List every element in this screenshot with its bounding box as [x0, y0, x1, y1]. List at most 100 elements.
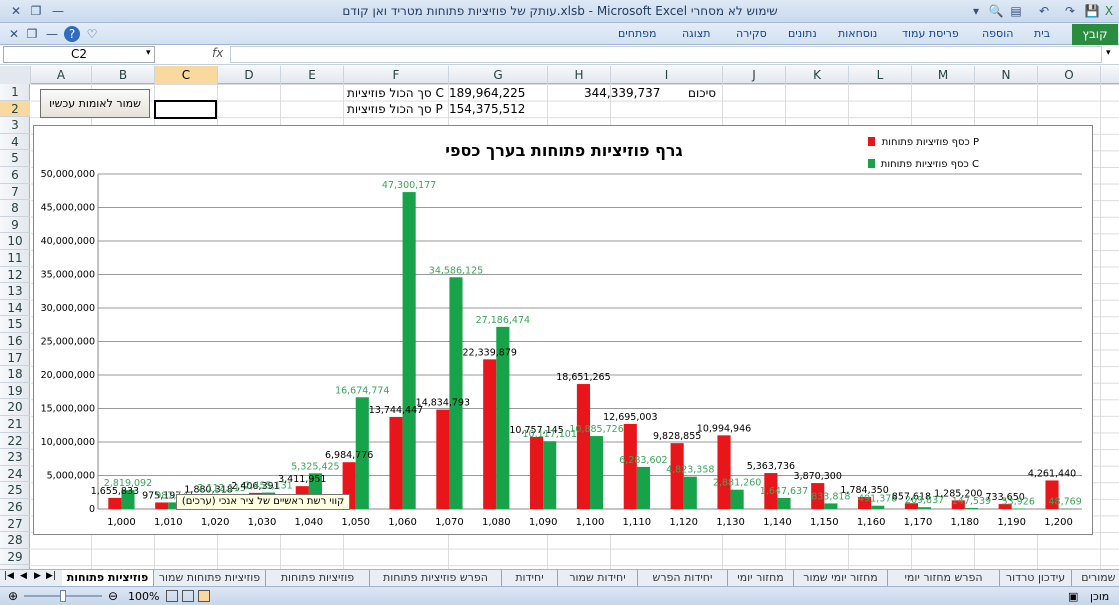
cell-G2[interactable]: 154,375,512 — [449, 102, 526, 116]
column-header-l[interactable]: L — [849, 66, 912, 84]
row-header-14[interactable]: 14 — [0, 300, 30, 317]
tab-review[interactable]: סקירה — [736, 27, 767, 40]
row-header-8[interactable]: 8 — [0, 200, 30, 217]
save-icon[interactable]: 💾 — [1084, 4, 1100, 18]
column-header-d[interactable]: D — [218, 66, 281, 84]
insert-function-icon[interactable]: fx — [212, 46, 224, 60]
sheet-tab-8[interactable]: מחזור יומי שמור — [794, 570, 888, 586]
row-header-5[interactable]: 5 — [0, 150, 30, 167]
tab-data[interactable]: נתונים — [788, 27, 817, 40]
row-header-25[interactable]: 25 — [0, 482, 30, 499]
row-header-1[interactable]: 1 — [0, 84, 30, 101]
redo-icon[interactable]: ↷ — [1064, 4, 1076, 18]
minimize-window-icon[interactable]: — — [52, 4, 64, 18]
quick-access-dropdown-icon[interactable]: ▾ — [972, 4, 980, 18]
column-header-j[interactable]: J — [723, 66, 786, 84]
prev-sheet-icon[interactable]: ◀ — [20, 571, 27, 581]
excel-icon[interactable]: ✕ — [10, 4, 22, 18]
next-sheet-icon[interactable]: ▶ — [34, 571, 41, 581]
column-header-b[interactable]: B — [92, 66, 155, 84]
zoom-level[interactable]: 100% — [128, 590, 160, 603]
sheet-tab-10[interactable]: עידכון טרדור — [1000, 570, 1072, 586]
zoom-slider-thumb[interactable] — [60, 590, 66, 602]
restore-workbook-icon[interactable]: ❐ — [26, 27, 38, 41]
cell-G1[interactable]: 189,964,225 — [449, 86, 526, 100]
row-header-21[interactable]: 21 — [0, 416, 30, 433]
cell-J1[interactable]: סיכום — [688, 86, 717, 100]
undo-icon[interactable]: ↶ — [1038, 4, 1050, 18]
help-icon[interactable]: ? — [64, 26, 80, 42]
row-header-18[interactable]: 18 — [0, 366, 30, 383]
column-header-f[interactable]: F — [344, 66, 449, 84]
row-header-26[interactable]: 26 — [0, 499, 30, 516]
column-header-n[interactable]: N — [975, 66, 1038, 84]
column-header-i[interactable]: I — [611, 66, 723, 84]
row-header-19[interactable]: 19 — [0, 383, 30, 400]
page-break-view-icon[interactable] — [166, 590, 178, 602]
name-box[interactable]: C2 — [3, 46, 155, 63]
select-all-corner[interactable] — [0, 66, 31, 84]
tab-page-layout[interactable]: פריסת עמוד — [902, 27, 959, 40]
close-workbook-icon[interactable]: ✕ — [8, 27, 20, 41]
selected-cell-c2[interactable] — [154, 100, 217, 119]
row-header-12[interactable]: 12 — [0, 267, 30, 284]
row-header-27[interactable]: 27 — [0, 516, 30, 533]
sheet-tab-0[interactable]: פוזיציות פתוחות — [62, 570, 154, 586]
row-header-29[interactable]: 29 — [0, 549, 30, 566]
sheet-tab-6[interactable]: יחידות הפרש — [638, 570, 728, 586]
sheet-tab-11[interactable]: נתונים שמורים — [1072, 570, 1119, 586]
print-preview-icon[interactable]: 🔍 — [988, 4, 1004, 18]
macro-record-icon[interactable]: ▣ — [1068, 590, 1079, 603]
sheet-tab-3[interactable]: הפרש פוזיציות פתוחות — [370, 570, 502, 586]
row-header-15[interactable]: 15 — [0, 316, 30, 333]
tab-home[interactable]: בית — [1034, 27, 1051, 40]
row-header-22[interactable]: 22 — [0, 433, 30, 450]
row-header-3[interactable]: 3 — [0, 117, 30, 134]
column-header-k[interactable]: K — [786, 66, 849, 84]
column-header-h[interactable]: H — [548, 66, 611, 84]
tab-view[interactable]: תצוגה — [682, 27, 711, 40]
column-header-c[interactable]: C — [155, 66, 218, 84]
column-header-g[interactable]: G — [449, 66, 548, 84]
row-header-4[interactable]: 4 — [0, 134, 30, 151]
column-header-e[interactable]: E — [281, 66, 344, 84]
name-box-dropdown-icon[interactable]: ▾ — [146, 48, 151, 58]
restore-window-icon[interactable]: ❐ — [30, 4, 42, 18]
tab-insert[interactable]: הוספה — [982, 27, 1014, 40]
ribbon-collapse-icon[interactable]: ♡ — [86, 27, 98, 41]
sheet-tab-4[interactable]: יחידות — [502, 570, 558, 586]
tab-file[interactable]: קובץ — [1072, 24, 1118, 45]
minimize-workbook-icon[interactable]: — — [46, 27, 58, 41]
cell-F1[interactable]: סך הכול פוזיציות C — [347, 86, 444, 100]
last-sheet-icon[interactable]: ▶| — [46, 571, 56, 581]
cell-I1[interactable]: 344,339,737 — [584, 86, 661, 100]
row-header-6[interactable]: 6 — [0, 167, 30, 184]
print-icon[interactable]: ▤ — [1010, 4, 1022, 18]
normal-view-icon[interactable] — [198, 590, 210, 602]
row-header-7[interactable]: 7 — [0, 184, 30, 201]
row-header-2[interactable]: 2 — [0, 100, 30, 118]
column-header-o[interactable]: O — [1038, 66, 1101, 84]
column-header-a[interactable]: A — [31, 66, 92, 84]
sheet-tab-9[interactable]: הפרש מחזור יומי — [888, 570, 1000, 586]
chart-area[interactable]: גרף פוזיציות פתוחות בערך כספי 0 5,000,000 1… — [33, 125, 1093, 535]
save-snapshot-button[interactable]: שמור לאומות עכשיו — [40, 89, 150, 118]
zoom-out-icon[interactable]: ⊖ — [108, 589, 119, 603]
zoom-in-icon[interactable]: ⊕ — [8, 589, 19, 603]
row-header-20[interactable]: 20 — [0, 399, 30, 416]
row-header-13[interactable]: 13 — [0, 283, 30, 300]
first-sheet-icon[interactable]: |◀ — [4, 571, 14, 581]
sheet-tab-7[interactable]: מחזור יומי — [728, 570, 794, 586]
row-header-16[interactable]: 16 — [0, 333, 30, 350]
sheet-tab-1[interactable]: פוזיציות פתוחות שמור — [154, 570, 266, 586]
column-header-m[interactable]: M — [912, 66, 975, 84]
row-header-9[interactable]: 9 — [0, 217, 30, 234]
row-header-23[interactable]: 23 — [0, 449, 30, 466]
cell-F2[interactable]: סך הכול פוזיציות P — [347, 102, 443, 116]
formula-input[interactable] — [230, 46, 1102, 63]
sheet-tab-2[interactable]: פוזיציות פתוחות — [266, 570, 370, 586]
sheet-tab-5[interactable]: יחידות שמור — [558, 570, 638, 586]
expand-formula-bar-icon[interactable]: ▾ — [1106, 48, 1111, 58]
row-header-10[interactable]: 10 — [0, 233, 30, 250]
tab-formulas[interactable]: נוסחאות — [838, 27, 878, 40]
